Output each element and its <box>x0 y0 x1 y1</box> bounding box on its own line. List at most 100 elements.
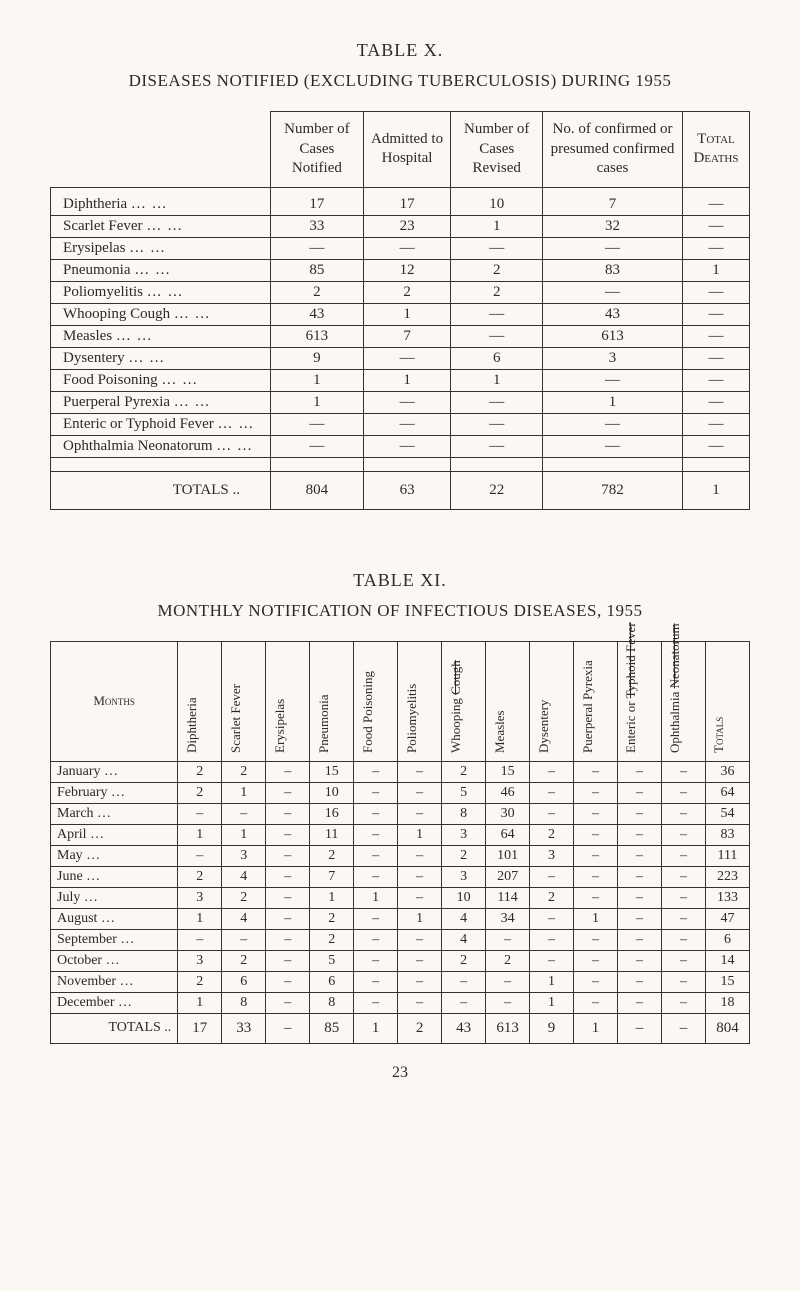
totals-cell: 2 <box>398 1013 442 1043</box>
cell: 3 <box>530 845 574 866</box>
cell: — <box>363 391 451 413</box>
cell: 36 <box>705 761 749 782</box>
totals-label: TOTALS .. <box>51 471 271 509</box>
cell: 43 <box>271 303 364 325</box>
cell: 1 <box>543 391 683 413</box>
cell: 223 <box>705 866 749 887</box>
cell: 85 <box>271 259 364 281</box>
table-xi-header-row: Months Diphtheria Scarlet Fever Erysipel… <box>51 641 750 761</box>
cell: — <box>363 413 451 435</box>
cell: 43 <box>543 303 683 325</box>
cell: – <box>574 929 618 950</box>
month-name: October … <box>51 950 178 971</box>
cell: – <box>574 782 618 803</box>
cell: – <box>266 971 310 992</box>
cell: — <box>543 413 683 435</box>
cell: – <box>266 908 310 929</box>
cell: — <box>543 237 683 259</box>
totals-cell: 804 <box>705 1013 749 1043</box>
cell: 2 <box>310 845 354 866</box>
cell: – <box>574 803 618 824</box>
cell: 1 <box>178 992 222 1013</box>
cell: – <box>266 887 310 908</box>
cell: — <box>682 391 749 413</box>
header-ophthalmia: Ophthalmia Neonatorum <box>661 641 705 761</box>
cell: 33 <box>271 215 364 237</box>
cell: 2 <box>310 908 354 929</box>
cell: – <box>354 992 398 1013</box>
cell: 30 <box>486 803 530 824</box>
disease-name: Food Poisoning … … <box>51 369 271 391</box>
table-xi-label: TABLE XI. <box>50 570 750 591</box>
cell: — <box>682 187 749 215</box>
cell: 1 <box>398 908 442 929</box>
totals-cell: 9 <box>530 1013 574 1043</box>
disease-name: Poliomyelitis … … <box>51 281 271 303</box>
page-number: 23 <box>50 1064 750 1082</box>
cell: – <box>617 950 661 971</box>
cell: – <box>398 761 442 782</box>
cell: – <box>617 971 661 992</box>
cell: – <box>266 950 310 971</box>
cell: – <box>530 950 574 971</box>
cell: 3 <box>178 950 222 971</box>
cell: – <box>617 992 661 1013</box>
header-polio: Poliomyelitis <box>398 641 442 761</box>
table-row: March …–––16––830––––54 <box>51 803 750 824</box>
month-name: September … <box>51 929 178 950</box>
cell: – <box>398 782 442 803</box>
disease-name: Measles … … <box>51 325 271 347</box>
cell: 1 <box>178 908 222 929</box>
cell: — <box>451 413 543 435</box>
cell: — <box>451 237 543 259</box>
cell: 2 <box>451 259 543 281</box>
cell: – <box>617 824 661 845</box>
table-row: February …21–10––546––––64 <box>51 782 750 803</box>
cell: 1 <box>363 303 451 325</box>
cell: – <box>574 866 618 887</box>
cell: – <box>398 929 442 950</box>
table-row: April …11–11–13642–––83 <box>51 824 750 845</box>
cell: – <box>354 929 398 950</box>
cell: — <box>682 237 749 259</box>
cell: 6 <box>310 971 354 992</box>
cell: – <box>266 824 310 845</box>
cell: – <box>486 971 530 992</box>
cell: – <box>266 992 310 1013</box>
header-enteric: Enteric or Typhoid Fever <box>617 641 661 761</box>
cell: 4 <box>222 866 266 887</box>
table-row: Diphtheria … …1717107— <box>51 187 750 215</box>
cell: 11 <box>310 824 354 845</box>
table-row: Scarlet Fever … …3323132— <box>51 215 750 237</box>
cell: 1 <box>271 391 364 413</box>
cell: 12 <box>363 259 451 281</box>
cell: — <box>682 347 749 369</box>
table-row: Whooping Cough … …431—43— <box>51 303 750 325</box>
disease-name: Ophthalmia Neonatorum … … <box>51 435 271 457</box>
cell: – <box>661 845 705 866</box>
totals-cell: 17 <box>178 1013 222 1043</box>
cell: — <box>451 303 543 325</box>
cell: – <box>266 782 310 803</box>
cell: 1 <box>451 215 543 237</box>
cell: 23 <box>363 215 451 237</box>
cell: 101 <box>486 845 530 866</box>
cell: 2 <box>442 761 486 782</box>
cell: — <box>363 435 451 457</box>
cell: 1 <box>222 782 266 803</box>
cell: 613 <box>271 325 364 347</box>
table-row: Dysentery … …9—63— <box>51 347 750 369</box>
cell: 3 <box>543 347 683 369</box>
cell: – <box>661 803 705 824</box>
cell: 1 <box>682 259 749 281</box>
header-admitted: Admitted to Hospital <box>363 112 451 188</box>
header-measles: Measles <box>486 641 530 761</box>
totals-cell: 85 <box>310 1013 354 1043</box>
header-revised: Number of Cases Revised <box>451 112 543 188</box>
cell: 613 <box>543 325 683 347</box>
cell: 2 <box>271 281 364 303</box>
cell: – <box>530 866 574 887</box>
cell: 2 <box>310 929 354 950</box>
table-row: May …–3–2––21013–––111 <box>51 845 750 866</box>
cell: 3 <box>442 866 486 887</box>
